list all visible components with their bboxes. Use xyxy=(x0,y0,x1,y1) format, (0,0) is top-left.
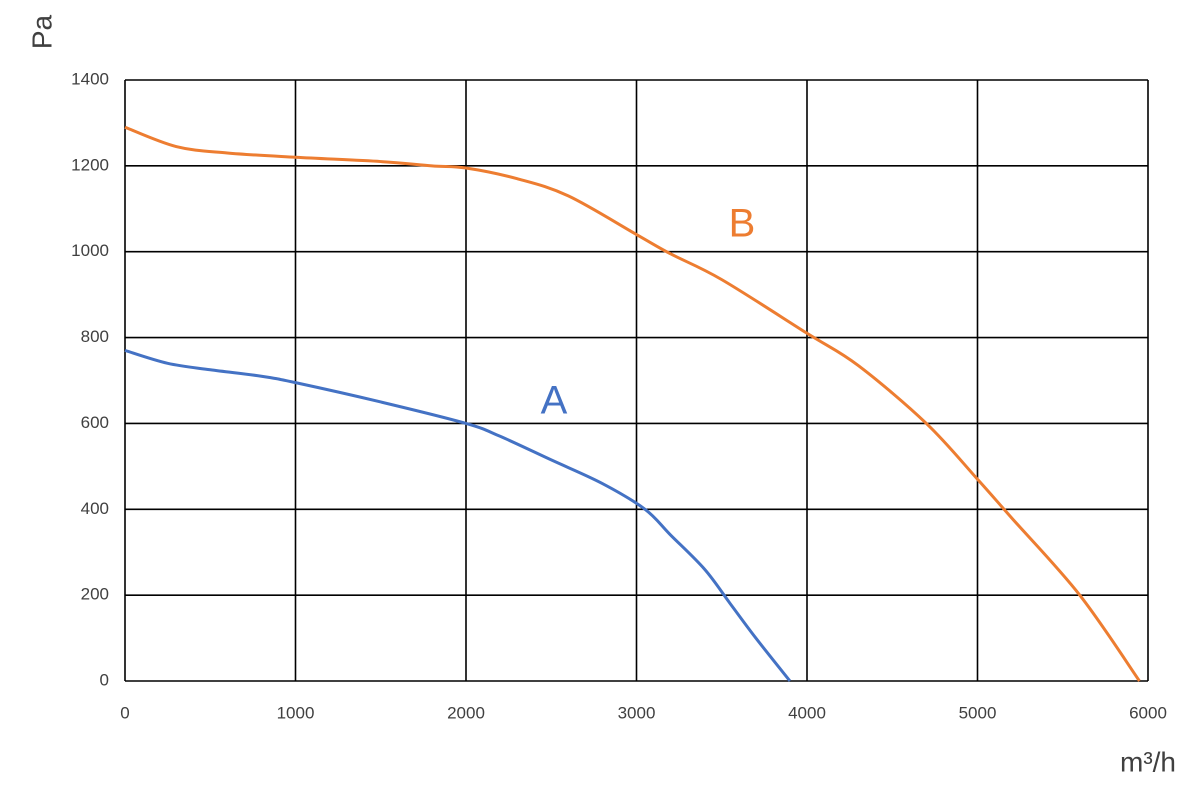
y-tick-label: 1400 xyxy=(71,69,109,88)
curve-label: A xyxy=(541,379,568,423)
y-tick-label: 1200 xyxy=(71,155,109,174)
y-tick-label: 0 xyxy=(100,670,109,689)
x-tick-label: 6000 xyxy=(1129,703,1167,722)
x-tick-label: 4000 xyxy=(788,703,826,722)
x-tick-label: 5000 xyxy=(959,703,997,722)
x-tick-label: 1000 xyxy=(277,703,315,722)
x-tick-label: 0 xyxy=(120,703,129,722)
x-tick-label: 2000 xyxy=(447,703,485,722)
series-line xyxy=(124,125,1141,682)
x-tick-label: 3000 xyxy=(618,703,656,722)
x-axis-title: m³/h xyxy=(1120,746,1176,777)
y-tick-label: 800 xyxy=(81,327,109,346)
y-tick-label: 600 xyxy=(81,413,109,432)
y-axis-title: Pa xyxy=(26,14,57,49)
series-line xyxy=(124,349,792,682)
y-tick-label: 1000 xyxy=(71,241,109,260)
y-tick-label: 400 xyxy=(81,499,109,518)
curve-label: B xyxy=(729,202,756,246)
y-tick-label: 200 xyxy=(81,585,109,604)
